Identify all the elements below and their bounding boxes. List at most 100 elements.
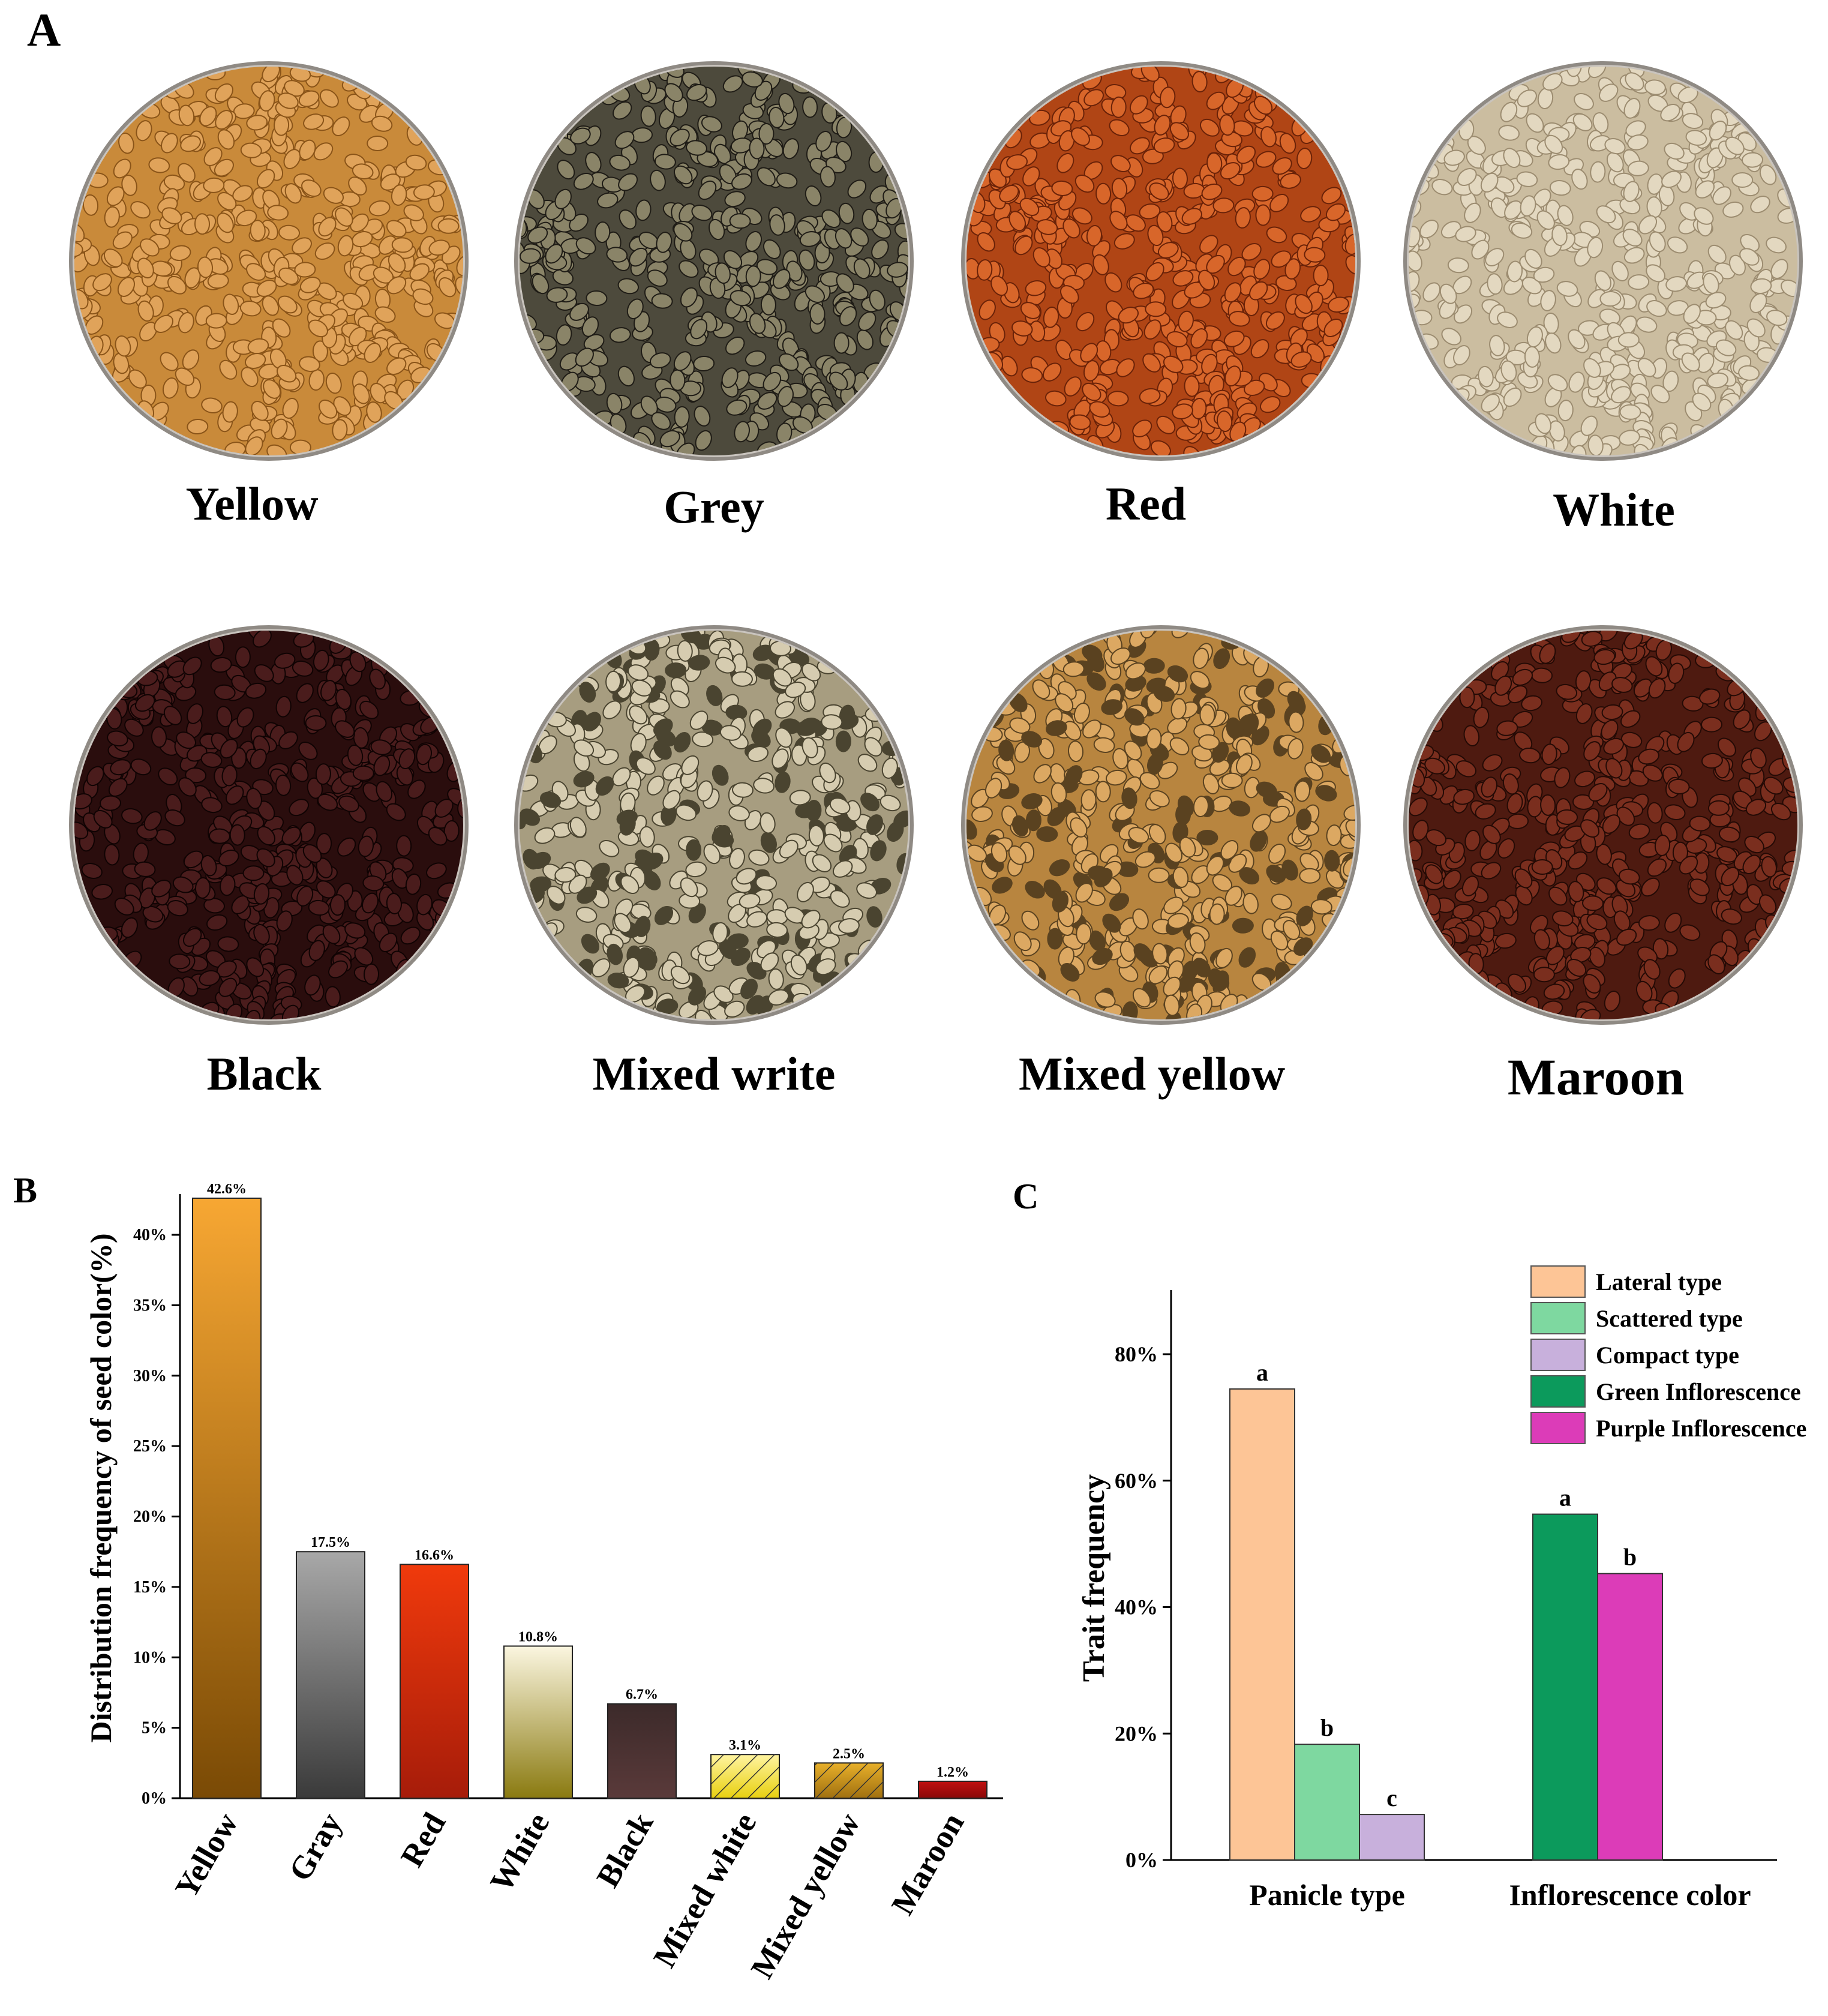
seed [853, 258, 871, 280]
seed [1121, 787, 1137, 809]
seed-dish [1403, 61, 1803, 461]
seed [728, 805, 750, 821]
seed [1025, 280, 1047, 296]
seed [1239, 867, 1260, 885]
seed [1345, 255, 1355, 275]
seed [121, 917, 138, 938]
seed [1032, 247, 1050, 268]
seed [850, 227, 869, 247]
seed [569, 302, 589, 321]
seed [1164, 842, 1183, 863]
seed [680, 287, 698, 308]
seed [776, 172, 798, 189]
seed [367, 135, 389, 152]
seed [371, 115, 393, 132]
seed [1153, 685, 1175, 702]
c-legend: Lateral type Scattered type Compact type Gr… [1530, 1265, 1806, 1444]
seed [1006, 154, 1028, 170]
seed [1313, 265, 1329, 287]
seed-label-maroon: Maroon [1507, 1048, 1685, 1106]
seed [1526, 113, 1544, 133]
seed [1110, 155, 1131, 173]
seed [1076, 923, 1092, 945]
seed [1648, 678, 1666, 699]
seed [325, 373, 342, 394]
seed [1485, 248, 1505, 266]
seed [701, 116, 722, 133]
seed [1603, 737, 1624, 755]
seed [121, 808, 143, 824]
seed [319, 89, 339, 108]
seed [172, 876, 194, 893]
seed [1746, 884, 1763, 905]
seed [1251, 814, 1271, 833]
seed [322, 924, 341, 944]
seed [681, 755, 700, 775]
seed [1266, 865, 1286, 883]
seed [1169, 737, 1190, 755]
seed [775, 771, 791, 793]
seed [1443, 149, 1465, 166]
seed [586, 290, 608, 307]
seed [990, 275, 1008, 296]
seed [1124, 740, 1142, 761]
seed [523, 848, 540, 870]
seed [178, 312, 194, 334]
seed [1490, 197, 1508, 218]
seed [777, 386, 794, 407]
seed [1619, 430, 1640, 446]
seed [115, 335, 131, 357]
seed [271, 418, 288, 440]
seed [1557, 205, 1574, 226]
seed [250, 748, 267, 770]
seed [1279, 133, 1296, 154]
seed [1524, 248, 1542, 269]
seed [1715, 339, 1737, 356]
seed [1583, 358, 1601, 378]
seed [1025, 881, 1045, 899]
seed [1311, 745, 1331, 763]
seed [1461, 875, 1479, 896]
seed [298, 90, 320, 107]
seed [104, 844, 120, 866]
seed [1181, 208, 1202, 225]
seed [194, 213, 211, 235]
seed [763, 371, 782, 392]
seed [1191, 71, 1208, 93]
seed [966, 844, 987, 862]
seed [760, 293, 776, 316]
seed [386, 357, 407, 375]
seed [1074, 174, 1095, 193]
seed [416, 743, 433, 766]
seed [1489, 335, 1505, 356]
seed [1540, 794, 1556, 816]
b-y-ticks: 0% 5% 10% 15% 20% 25% 30% 35% 40% [133, 1226, 180, 1808]
seed [860, 793, 880, 812]
seed [1441, 328, 1461, 346]
seed [833, 860, 853, 878]
seed [554, 867, 577, 883]
seed [1679, 924, 1701, 941]
seed [320, 680, 337, 701]
seed [1170, 698, 1187, 720]
seed [209, 828, 230, 844]
seed [577, 886, 598, 904]
seed [742, 71, 763, 88]
seed [731, 173, 752, 190]
seed [362, 875, 385, 892]
seed [1580, 819, 1600, 838]
seed [760, 812, 776, 834]
b-category-label: Mixed white [646, 1807, 763, 1973]
seed [1633, 678, 1653, 698]
seed [1611, 386, 1631, 404]
seed [1508, 685, 1528, 704]
seed [546, 287, 568, 303]
seed [1166, 331, 1188, 347]
seed [756, 259, 778, 275]
seed [1067, 740, 1084, 763]
seed [992, 877, 1013, 894]
seed [1535, 413, 1552, 434]
seed [680, 877, 698, 898]
seed [1604, 138, 1626, 155]
seed [1272, 157, 1292, 175]
